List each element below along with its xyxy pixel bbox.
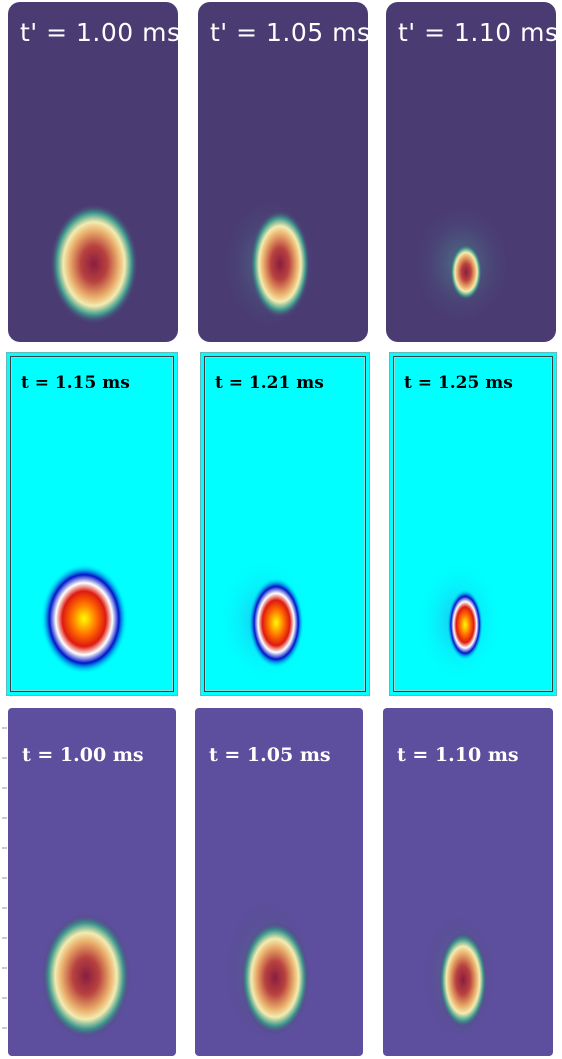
panel-row3-3: t = 1.10 ms: [383, 708, 553, 1056]
flame-plume: [423, 914, 495, 1038]
panel-row3-1: t = 1.00 ms: [8, 708, 176, 1056]
flame-plume: [412, 202, 512, 326]
panel-row3-2: t = 1.05 ms: [195, 708, 363, 1056]
flame-plume: [415, 559, 503, 683]
flame-plume: [225, 900, 309, 1040]
panel-row1-1: t' = 1.00 ms: [8, 2, 178, 342]
time-label: t = 1.25 ms: [404, 373, 513, 393]
time-label: t' = 1.00 ms: [20, 18, 178, 47]
axis-ticks: [2, 727, 7, 1029]
time-label: t = 1.05 ms: [209, 744, 331, 766]
flame-plume: [222, 196, 318, 332]
panel-frame: [393, 356, 553, 692]
flame-plume: [42, 914, 130, 1038]
time-label: t = 1.00 ms: [22, 744, 144, 766]
panel-row2-1: t = 1.15 ms: [6, 352, 178, 696]
flame-plume: [50, 204, 138, 324]
panel-row1-3: t' = 1.10 ms: [386, 2, 556, 342]
panel-row1-2: t' = 1.05 ms: [198, 2, 368, 342]
time-label: t = 1.21 ms: [215, 373, 324, 393]
panel-row2-2: t = 1.21 ms: [200, 352, 370, 696]
flame-plume: [40, 563, 128, 675]
flame-plume: [216, 557, 312, 685]
time-label: t = 1.15 ms: [21, 373, 130, 393]
panel-frame: [204, 356, 366, 692]
time-label: t' = 1.05 ms: [210, 18, 368, 47]
time-label: t = 1.10 ms: [397, 744, 519, 766]
time-label: t' = 1.10 ms: [398, 18, 556, 47]
panel-frame: [10, 356, 174, 692]
panel-row2-3: t = 1.25 ms: [389, 352, 557, 696]
